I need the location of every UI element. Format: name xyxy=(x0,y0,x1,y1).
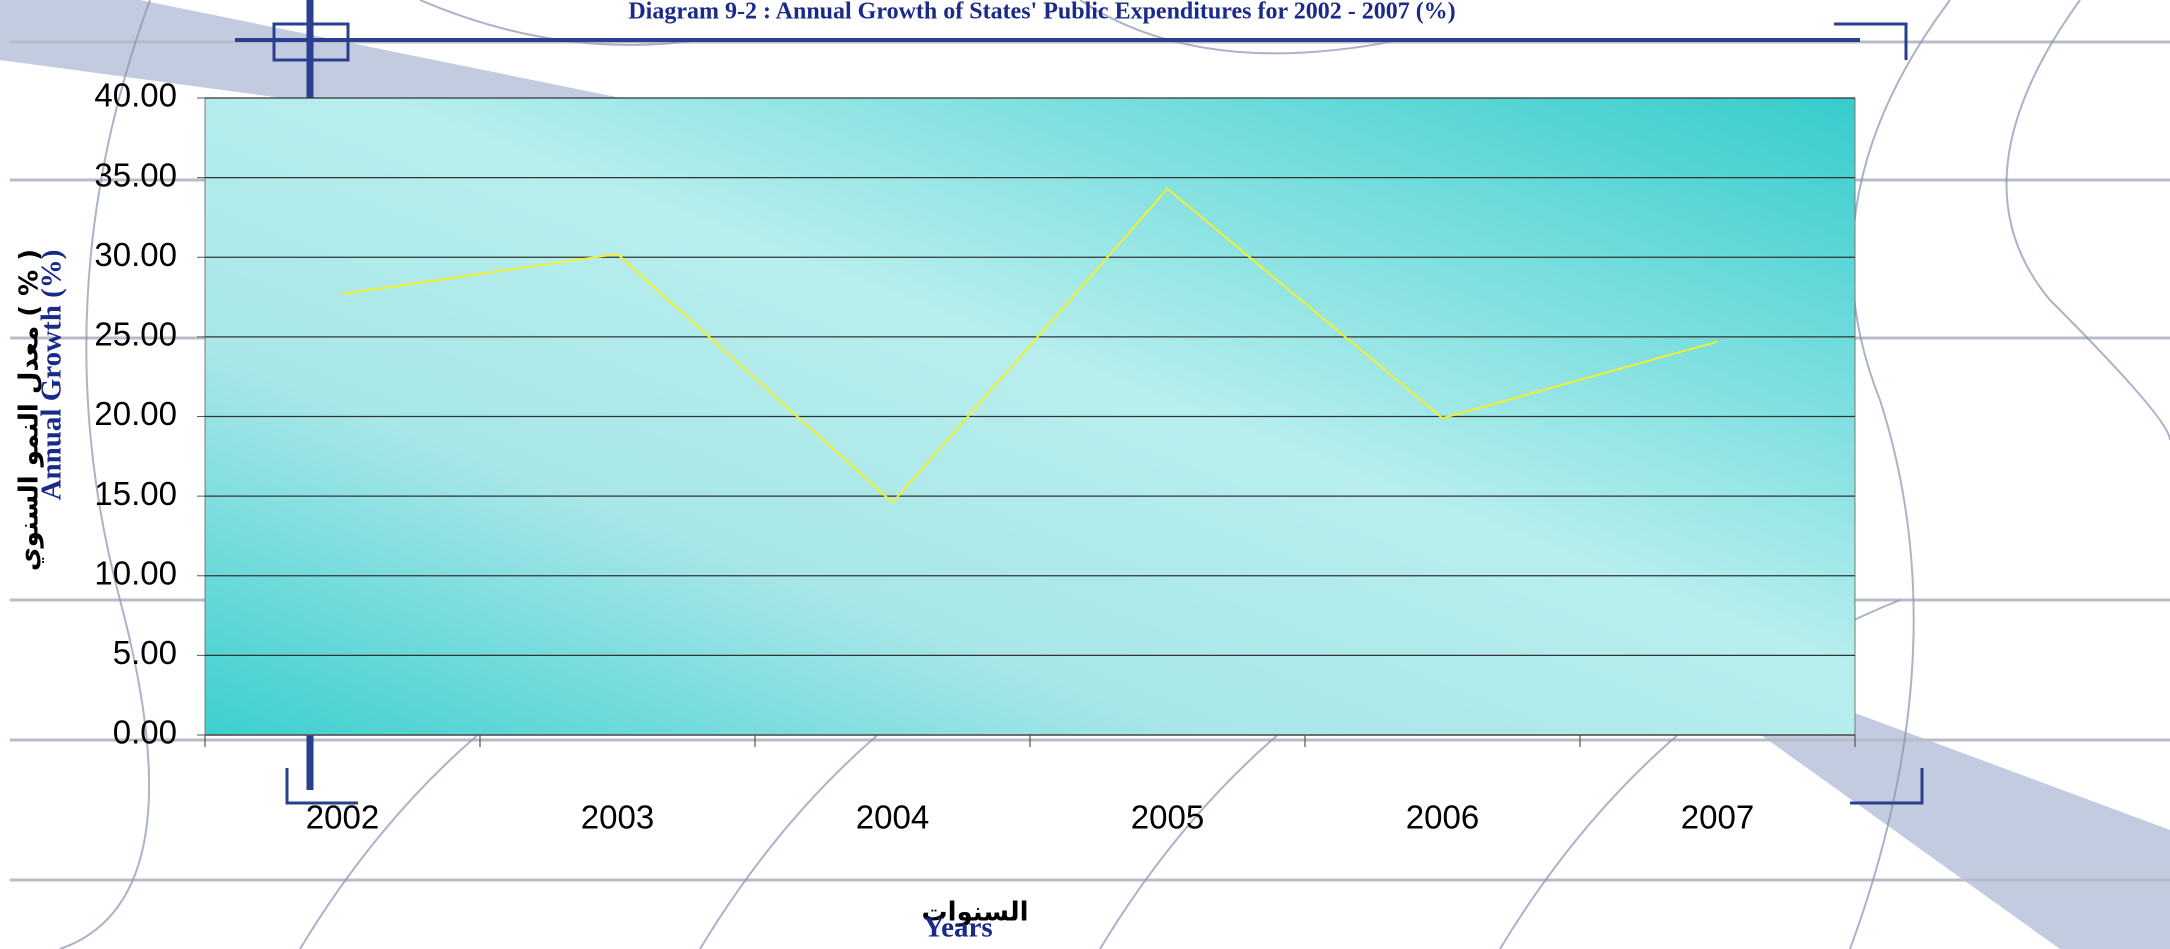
y-axis-title-arabic: معدل النمو السنوي ( % ) xyxy=(15,249,45,571)
y-tick-label: 5.00 xyxy=(113,634,177,671)
x-tick-label: 2007 xyxy=(1681,799,1754,836)
y-tick-label: 0.00 xyxy=(113,714,177,751)
chart-title: Diagram 9-2 : Annual Growth of States' P… xyxy=(628,0,1455,25)
y-tick-label: 40.00 xyxy=(94,77,177,114)
y-tick-label: 15.00 xyxy=(94,475,177,512)
x-tick-label: 2006 xyxy=(1406,799,1479,836)
y-tick-label: 20.00 xyxy=(94,395,177,432)
x-axis-title-arabic: السنوات xyxy=(921,898,1028,928)
x-tick-label: 2002 xyxy=(306,799,379,836)
y-axis-title: Annual Growth (%) xyxy=(36,250,68,501)
y-tick-label: 25.00 xyxy=(94,316,177,353)
y-tick-label: 35.00 xyxy=(94,156,177,193)
data-line xyxy=(342,187,1718,504)
x-tick-label: 2005 xyxy=(1131,799,1204,836)
x-axis-title: Years xyxy=(923,912,992,944)
y-tick-label: 30.00 xyxy=(94,236,177,273)
x-tick-label: 2004 xyxy=(856,799,929,836)
x-tick-label: 2003 xyxy=(581,799,654,836)
y-tick-label: 10.00 xyxy=(94,554,177,591)
